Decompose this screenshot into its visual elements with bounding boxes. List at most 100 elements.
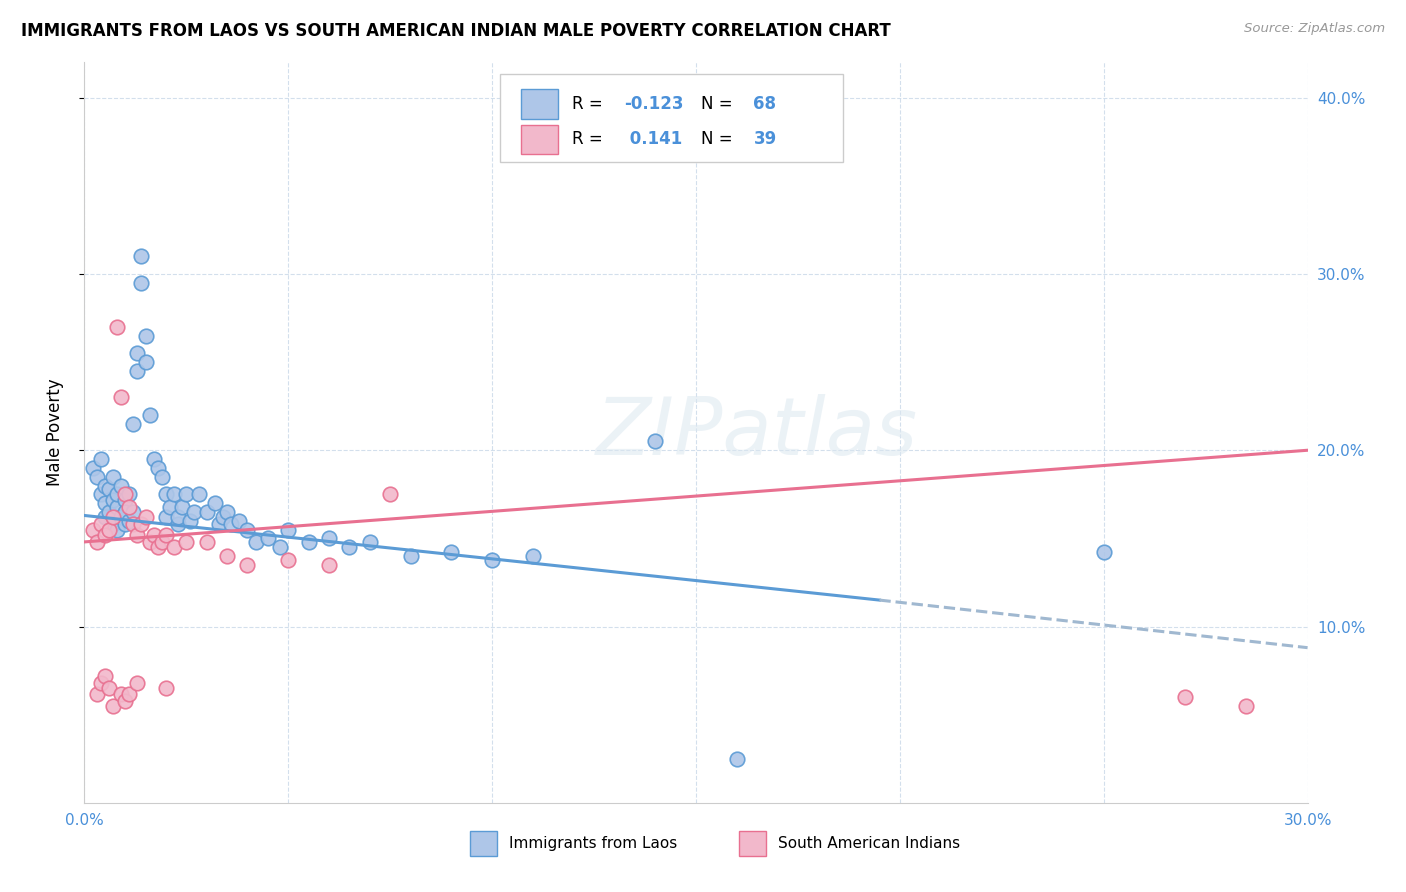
Point	[97, 523, 120, 537]
Text: 39: 39	[754, 130, 776, 148]
Point	[110, 510, 132, 524]
Point	[481, 552, 503, 566]
Point	[219, 517, 242, 532]
Point	[127, 528, 149, 542]
Point	[101, 510, 124, 524]
Point	[179, 514, 201, 528]
Point	[105, 500, 128, 514]
Point	[159, 500, 181, 514]
Point	[90, 452, 112, 467]
Text: Source: ZipAtlas.com: Source: ZipAtlas.com	[1244, 22, 1385, 36]
Point	[269, 540, 291, 554]
Point	[245, 535, 267, 549]
Point	[131, 276, 153, 290]
Point	[644, 434, 666, 449]
Point	[195, 505, 218, 519]
Point	[138, 408, 160, 422]
Text: South American Indians: South American Indians	[778, 836, 960, 851]
Point	[1236, 698, 1258, 713]
Point	[522, 549, 544, 563]
Point	[90, 676, 112, 690]
Point	[146, 461, 169, 475]
Text: R =: R =	[572, 130, 609, 148]
Point	[86, 686, 108, 700]
Point	[131, 517, 153, 532]
Point	[339, 540, 361, 554]
Point	[93, 478, 115, 492]
Point	[131, 249, 153, 263]
Point	[82, 523, 104, 537]
FancyBboxPatch shape	[522, 125, 558, 154]
Point	[1092, 545, 1115, 559]
Point	[105, 487, 128, 501]
Point	[150, 469, 173, 483]
Point	[101, 517, 124, 532]
Point	[93, 669, 115, 683]
Point	[97, 482, 120, 496]
Point	[277, 552, 299, 566]
Point	[122, 517, 145, 532]
Point	[122, 505, 145, 519]
Y-axis label: Male Poverty: Male Poverty	[45, 379, 63, 486]
Point	[127, 346, 149, 360]
Point	[167, 510, 190, 524]
Point	[97, 681, 120, 696]
Point	[228, 514, 250, 528]
FancyBboxPatch shape	[470, 830, 496, 856]
Point	[93, 528, 115, 542]
Point	[127, 676, 149, 690]
Point	[146, 540, 169, 554]
Point	[183, 505, 205, 519]
Point	[127, 364, 149, 378]
Point	[105, 523, 128, 537]
Text: 0.141: 0.141	[624, 130, 682, 148]
Point	[110, 390, 132, 404]
Text: -0.123: -0.123	[624, 95, 683, 113]
Point	[174, 535, 197, 549]
FancyBboxPatch shape	[738, 830, 766, 856]
Text: Immigrants from Laos: Immigrants from Laos	[509, 836, 678, 851]
Point	[163, 487, 186, 501]
Point	[114, 693, 136, 707]
Point	[138, 535, 160, 549]
Point	[114, 487, 136, 501]
Point	[110, 686, 132, 700]
Text: 68: 68	[754, 95, 776, 113]
Point	[101, 469, 124, 483]
Point	[114, 492, 136, 507]
Point	[167, 517, 190, 532]
Point	[118, 487, 141, 501]
Point	[155, 681, 177, 696]
Point	[174, 487, 197, 501]
Point	[90, 487, 112, 501]
Point	[122, 417, 145, 431]
Point	[187, 487, 209, 501]
Point	[217, 505, 239, 519]
Point	[118, 514, 141, 528]
Point	[135, 328, 157, 343]
Point	[90, 517, 112, 532]
Point	[93, 510, 115, 524]
Point	[236, 523, 259, 537]
Point	[101, 698, 124, 713]
Point	[208, 517, 231, 532]
Point	[101, 492, 124, 507]
Point	[105, 319, 128, 334]
Point	[195, 535, 218, 549]
Point	[135, 510, 157, 524]
Point	[86, 535, 108, 549]
Text: N =: N =	[700, 130, 738, 148]
Point	[399, 549, 422, 563]
Point	[155, 528, 177, 542]
Point	[114, 517, 136, 532]
Point	[135, 355, 157, 369]
Point	[298, 535, 321, 549]
Point	[172, 500, 194, 514]
FancyBboxPatch shape	[522, 89, 558, 119]
Point	[204, 496, 226, 510]
Point	[318, 558, 340, 572]
Point	[118, 500, 141, 514]
Text: N =: N =	[700, 95, 738, 113]
Point	[86, 469, 108, 483]
Point	[155, 510, 177, 524]
